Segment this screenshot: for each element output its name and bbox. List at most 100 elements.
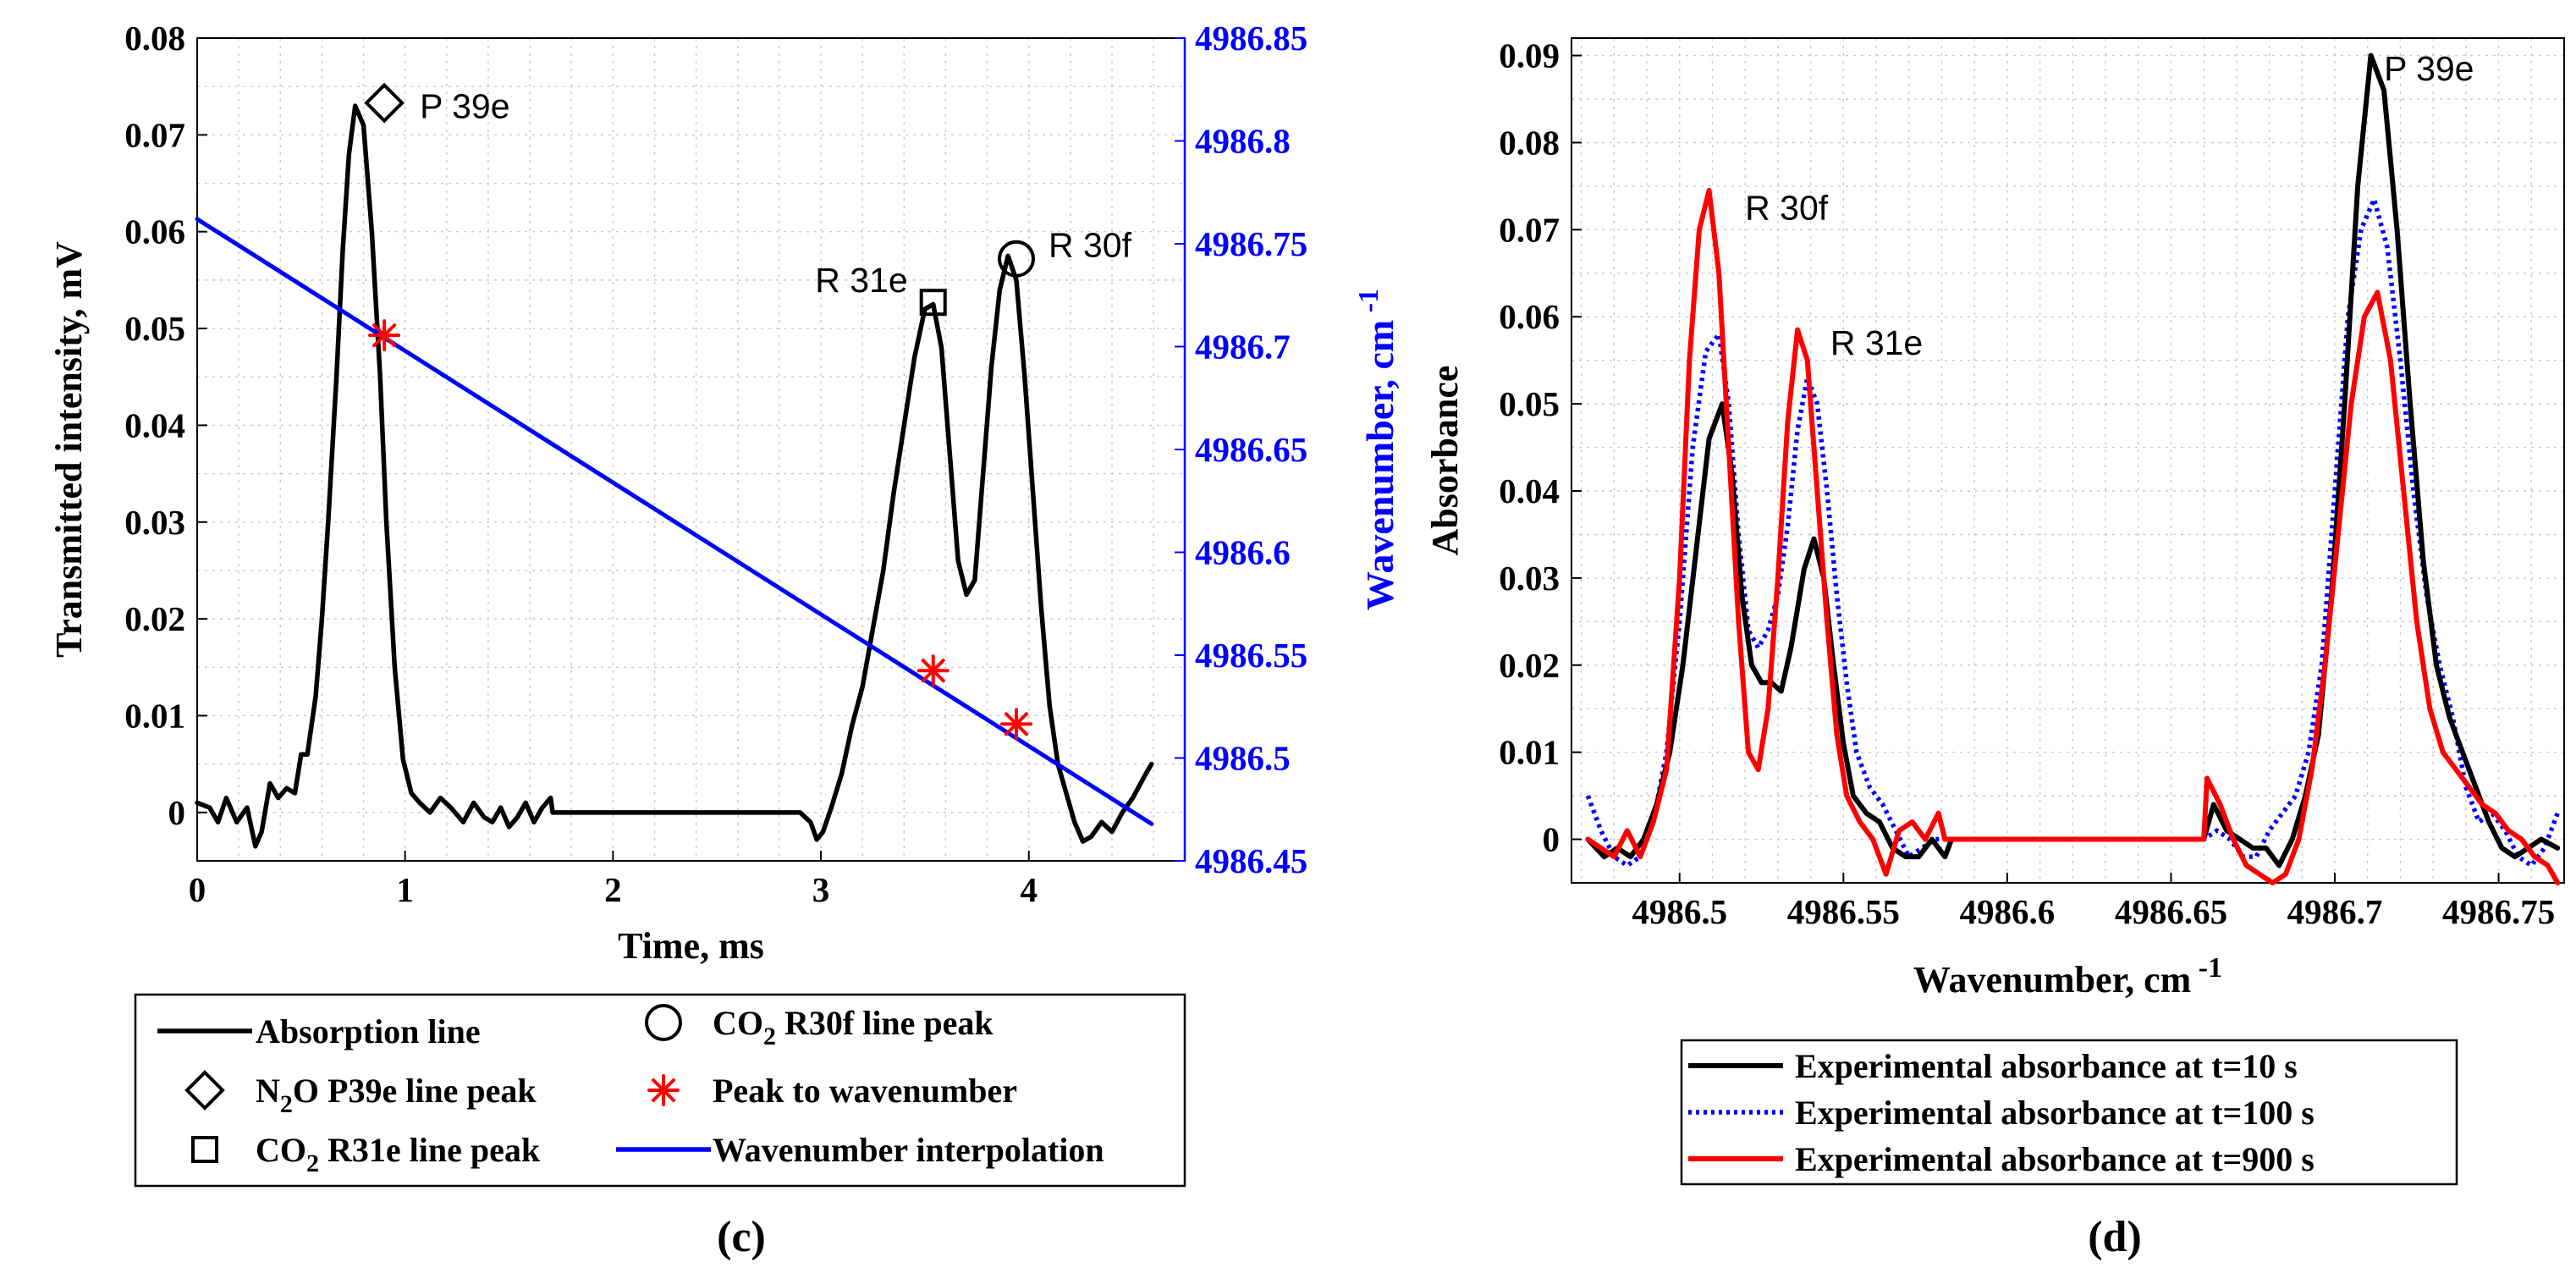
legend-label-pre: CO xyxy=(713,1004,763,1042)
xtick-label-d: 4986.6 xyxy=(1960,892,2056,931)
marker-circle xyxy=(997,240,1035,278)
asterisk-stroke xyxy=(921,659,945,683)
ytick-label-d: 0.03 xyxy=(1499,559,1560,598)
ylabel-right-base: Wavenumber, cm xyxy=(1358,320,1401,610)
legend-label-sub: 2 xyxy=(763,1023,776,1050)
panel-d-label: (d) xyxy=(2088,1213,2142,1261)
panel-d-grid xyxy=(1571,38,2564,884)
xlabel-sup: -1 xyxy=(2191,952,2222,984)
peak-to-wavenumber-marker xyxy=(999,708,1032,741)
legend-label-sub: 2 xyxy=(306,1149,319,1177)
panel-d: 0 0.01 0.02 0.03 0.04 0.05 0.06 0.07 0.08 0.09 498… xyxy=(1424,36,2565,1261)
xtick-label-d: 4986.55 xyxy=(1787,892,1900,931)
asterisk-stroke xyxy=(1004,712,1029,736)
marker-diamond xyxy=(364,82,405,124)
legend-label: Peak to wavenumber xyxy=(713,1072,1017,1110)
xtick-label-c: 1 xyxy=(396,870,414,909)
panel-d-legend: Experimental absorbance at t=10 s Experim… xyxy=(1680,1039,2458,1186)
xtick-label-c: 4 xyxy=(1020,870,1038,909)
legend-label: Wavenumber interpolation xyxy=(713,1131,1104,1169)
legend-label-post: R30f line peak xyxy=(776,1004,994,1042)
xlabel-base: Wavenumber, cm xyxy=(1913,959,2191,1001)
marker-square xyxy=(919,289,947,317)
legend-label: Experimental absorbance at t=900 s xyxy=(1795,1140,2315,1178)
legend-label-post: R31e line peak xyxy=(319,1131,541,1169)
ytick-right-label-c: 4986.85 xyxy=(1195,19,1307,58)
ytick-label-c: 0 xyxy=(168,793,186,832)
ytick-label-d: 0.01 xyxy=(1499,733,1560,772)
panel-d-ylabel: Absorbance xyxy=(1424,366,1466,556)
ytick-label-c: 0.05 xyxy=(124,309,185,348)
peak-label: R 31e xyxy=(815,261,907,300)
series-experimental-absorbance-at-t-10-s xyxy=(1585,52,2561,868)
legend-label-sub: 2 xyxy=(280,1090,293,1118)
ytick-label-c: 0.02 xyxy=(124,599,185,638)
legend-label: CO2 R30f line peak xyxy=(713,1004,994,1050)
xtick-label-d: 4986.75 xyxy=(2442,892,2555,931)
legend-square xyxy=(191,1136,218,1163)
ytick-label-c: 0.03 xyxy=(124,503,185,542)
legend-label-pre: N xyxy=(256,1072,280,1110)
xtick-label-c: 0 xyxy=(189,870,206,909)
series-experimental-absorbance-at-t-900-s xyxy=(1585,188,2561,885)
ytick-right-label-c: 4986.45 xyxy=(1195,841,1307,880)
legend-label-pre: CO xyxy=(256,1131,306,1169)
legend-label: Experimental absorbance at t=100 s xyxy=(1795,1094,2315,1132)
legend-circle xyxy=(645,1004,682,1041)
ytick-right-label-c: 4986.7 xyxy=(1195,328,1291,367)
ytick-label-d: 0.06 xyxy=(1499,297,1560,336)
legend-box xyxy=(1680,1039,2458,1186)
peak-to-wavenumber-marker xyxy=(368,319,401,352)
xtick-label-d: 4986.65 xyxy=(2115,892,2227,931)
legend-label: Absorption line xyxy=(256,1012,481,1050)
ytick-right-label-c: 4986.65 xyxy=(1195,430,1307,469)
ylabel-right-sup: -1 xyxy=(1353,289,1384,320)
ytick-label-c: 0.01 xyxy=(124,696,185,735)
series-wavenumber-interpolation xyxy=(195,217,1154,826)
ytick-label-d: 0.09 xyxy=(1499,36,1560,75)
ytick-label-d: 0.02 xyxy=(1499,646,1560,685)
panel-c: 0 0.01 0.02 0.03 0.04 0.05 0.06 0.07 0.08 4986.45… xyxy=(48,19,1401,1261)
panel-c-grid xyxy=(197,37,1185,862)
ytick-right-label-c: 4986.5 xyxy=(1195,739,1291,778)
peak-annotation: R 31e xyxy=(1830,323,1923,362)
ytick-label-c: 0.06 xyxy=(124,212,185,251)
legend-asterisk xyxy=(647,1074,680,1106)
series-experimental-absorbance-at-t-100-s xyxy=(1585,196,2560,868)
ytick-label-d: 0.08 xyxy=(1499,123,1560,162)
legend-label-post: O P39e line peak xyxy=(293,1072,537,1110)
peak-label: P 39e xyxy=(420,87,509,126)
panel-c-ylabel: Transmitted intensity, mV xyxy=(48,241,90,658)
ytick-right-label-c: 4986.6 xyxy=(1195,533,1291,572)
asterisk-stroke xyxy=(651,1078,676,1103)
ytick-label-c: 0.08 xyxy=(124,19,185,58)
series-absorption-line xyxy=(195,103,1154,849)
ytick-label-d: 0.05 xyxy=(1499,384,1560,423)
ytick-right-label-c: 4986.55 xyxy=(1195,636,1307,675)
ytick-label-d: 0.07 xyxy=(1499,210,1560,249)
ytick-label-d: 0.04 xyxy=(1499,471,1560,510)
xtick-label-d: 4986.5 xyxy=(1632,892,1727,931)
peak-annotation: P 39e xyxy=(2384,49,2474,88)
xtick-label-c: 3 xyxy=(812,870,830,909)
panel-d-xlabel: Wavenumber, cm -1 xyxy=(1913,952,2222,1001)
legend-label: N2O P39e line peak xyxy=(256,1072,537,1118)
legend-label: CO2 R31e line peak xyxy=(256,1131,541,1177)
ytick-label-c: 0.07 xyxy=(124,115,185,154)
panel-c-label: (c) xyxy=(717,1213,766,1261)
asterisk-stroke xyxy=(372,323,397,348)
xtick-label-c: 2 xyxy=(604,870,622,909)
ytick-label-c: 0.04 xyxy=(124,405,185,444)
peak-annotation: R 30f xyxy=(1745,189,1829,228)
peak-to-wavenumber-marker xyxy=(916,654,949,687)
panel-c-ylabel-right: Wavenumber, cm -1 xyxy=(1353,289,1401,610)
panel-d-frame xyxy=(1571,37,2565,884)
xtick-label-d: 4986.7 xyxy=(2287,892,2383,931)
ytick-label-d: 0 xyxy=(1543,820,1560,859)
panel-c-xlabel: Time, ms xyxy=(618,925,764,967)
ytick-right-label-c: 4986.8 xyxy=(1195,122,1291,161)
peak-label: R 30f xyxy=(1049,226,1132,265)
